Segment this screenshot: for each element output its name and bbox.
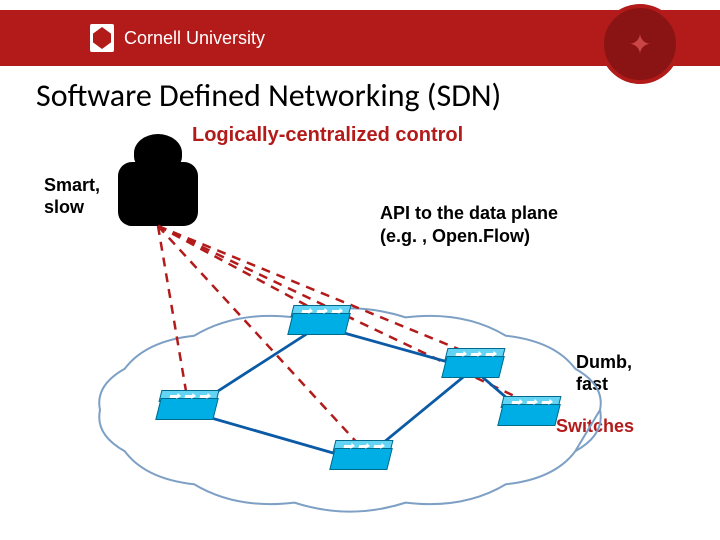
switch-node-sw1 <box>290 305 348 335</box>
api-line2: (e.g. , Open.Flow) <box>380 225 558 248</box>
controller-node <box>118 162 198 226</box>
api-label: API to the data plane (e.g. , Open.Flow) <box>380 202 558 247</box>
slide-title: Software Defined Networking (SDN) <box>36 76 501 115</box>
dumb-fast-line2: fast <box>576 374 632 396</box>
dumb-fast-line1: Dumb, <box>576 352 632 374</box>
smart-slow-line2: slow <box>44 197 100 219</box>
switch-node-sw2 <box>158 390 216 420</box>
api-line1: API to the data plane <box>380 202 558 225</box>
university-name: Cornell University <box>124 28 265 49</box>
header-bar: Cornell University ✦ <box>0 10 720 66</box>
cornell-seal-icon: ✦ <box>600 4 680 84</box>
cornell-logo: Cornell University <box>90 24 265 52</box>
switches-label: Switches <box>556 416 634 437</box>
smart-slow-line1: Smart, <box>44 175 100 197</box>
switch-node-sw3 <box>332 440 390 470</box>
switch-node-sw4 <box>444 348 502 378</box>
switch-node-sw5 <box>500 396 558 426</box>
cornell-seal-mark <box>90 24 114 52</box>
smart-slow-label: Smart, slow <box>44 175 100 218</box>
slide-subtitle: Logically-centralized control <box>192 124 463 147</box>
dumb-fast-label: Dumb, fast <box>576 352 632 395</box>
